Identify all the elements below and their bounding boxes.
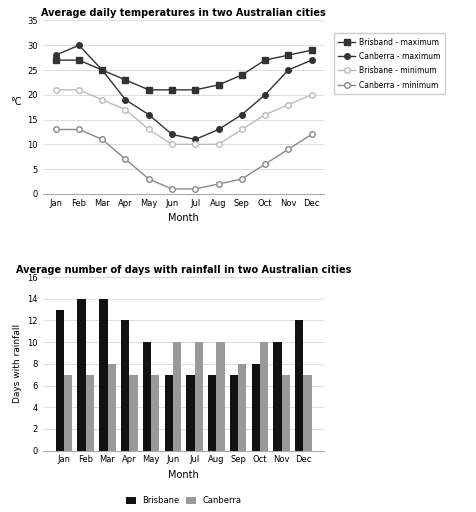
Bar bbox=[194, 342, 202, 451]
Bar bbox=[151, 375, 159, 451]
Bar bbox=[303, 375, 311, 451]
Canberra - minimum bbox=[308, 132, 314, 138]
Bar bbox=[56, 310, 64, 451]
Brisbane - minimum bbox=[169, 141, 175, 147]
Canberra - maximum bbox=[53, 52, 59, 58]
Line: Canberra - maximum: Canberra - maximum bbox=[53, 42, 314, 142]
Bar bbox=[216, 342, 224, 451]
X-axis label: Month: Month bbox=[168, 214, 198, 223]
Canberra - minimum bbox=[285, 146, 290, 153]
Brisband - maximum bbox=[262, 57, 268, 63]
Canberra - maximum bbox=[215, 126, 221, 133]
Canberra - maximum bbox=[76, 42, 82, 48]
Legend: Brisbane, Canberra: Brisbane, Canberra bbox=[122, 493, 245, 508]
Bar bbox=[281, 375, 289, 451]
Canberra - maximum bbox=[238, 112, 244, 118]
Canberra - minimum bbox=[215, 181, 221, 187]
Bar bbox=[273, 342, 281, 451]
Bar bbox=[121, 321, 129, 451]
Canberra - minimum bbox=[53, 126, 59, 133]
Brisbane - minimum bbox=[99, 97, 105, 103]
Brisband - maximum bbox=[192, 87, 198, 93]
Title: Average number of days with rainfall in two Australian cities: Average number of days with rainfall in … bbox=[16, 265, 351, 275]
Brisbane - minimum bbox=[53, 87, 59, 93]
Line: Brisband - maximum: Brisband - maximum bbox=[53, 48, 314, 93]
Y-axis label: Days with rainfall: Days with rainfall bbox=[13, 324, 22, 403]
Bar bbox=[208, 375, 216, 451]
Canberra - maximum bbox=[308, 57, 314, 63]
Brisband - maximum bbox=[146, 87, 151, 93]
Legend: Brisband - maximum, Canberra - maximum, Brisbane - minimum, Canberra - minimum: Brisband - maximum, Canberra - maximum, … bbox=[333, 33, 444, 94]
Brisband - maximum bbox=[169, 87, 175, 93]
Brisbane - minimum bbox=[215, 141, 221, 147]
Canberra - maximum bbox=[146, 112, 151, 118]
Bar bbox=[77, 299, 86, 451]
X-axis label: Month: Month bbox=[168, 470, 198, 480]
Brisbane - minimum bbox=[308, 92, 314, 98]
Bar bbox=[142, 342, 151, 451]
Brisband - maximum bbox=[238, 72, 244, 78]
Canberra - maximum bbox=[192, 136, 198, 142]
Brisbane - minimum bbox=[285, 102, 290, 108]
Bar bbox=[238, 364, 246, 451]
Bar bbox=[164, 375, 172, 451]
Canberra - maximum bbox=[169, 132, 175, 138]
Canberra - minimum bbox=[99, 136, 105, 142]
Bar bbox=[295, 321, 303, 451]
Brisband - maximum bbox=[285, 52, 290, 58]
Canberra - minimum bbox=[169, 186, 175, 192]
Brisband - maximum bbox=[215, 82, 221, 88]
Brisband - maximum bbox=[122, 77, 128, 83]
Canberra - minimum bbox=[76, 126, 82, 133]
Brisband - maximum bbox=[99, 67, 105, 73]
Canberra - minimum bbox=[238, 176, 244, 182]
Canberra - maximum bbox=[262, 92, 268, 98]
Brisbane - minimum bbox=[122, 106, 128, 113]
Brisband - maximum bbox=[53, 57, 59, 63]
Canberra - maximum bbox=[285, 67, 290, 73]
Brisband - maximum bbox=[76, 57, 82, 63]
Bar bbox=[229, 375, 238, 451]
Brisband - maximum bbox=[308, 47, 314, 53]
Brisbane - minimum bbox=[238, 126, 244, 133]
Bar bbox=[99, 299, 107, 451]
Bar bbox=[64, 375, 72, 451]
Bar bbox=[186, 375, 194, 451]
Canberra - maximum bbox=[99, 67, 105, 73]
Bar bbox=[259, 342, 268, 451]
Y-axis label: °C: °C bbox=[10, 97, 22, 107]
Canberra - minimum bbox=[122, 156, 128, 162]
Canberra - minimum bbox=[192, 186, 198, 192]
Brisbane - minimum bbox=[146, 126, 151, 133]
Bar bbox=[172, 342, 181, 451]
Canberra - minimum bbox=[262, 161, 268, 167]
Brisbane - minimum bbox=[192, 141, 198, 147]
Canberra - minimum bbox=[146, 176, 151, 182]
Bar bbox=[251, 364, 259, 451]
Bar bbox=[86, 375, 94, 451]
Canberra - maximum bbox=[122, 97, 128, 103]
Brisbane - minimum bbox=[76, 87, 82, 93]
Bar bbox=[129, 375, 137, 451]
Line: Canberra - minimum: Canberra - minimum bbox=[53, 126, 314, 191]
Title: Average daily temperatures in two Australian cities: Average daily temperatures in two Austra… bbox=[41, 8, 325, 18]
Line: Brisbane - minimum: Brisbane - minimum bbox=[53, 87, 314, 147]
Brisbane - minimum bbox=[262, 112, 268, 118]
Bar bbox=[107, 364, 116, 451]
